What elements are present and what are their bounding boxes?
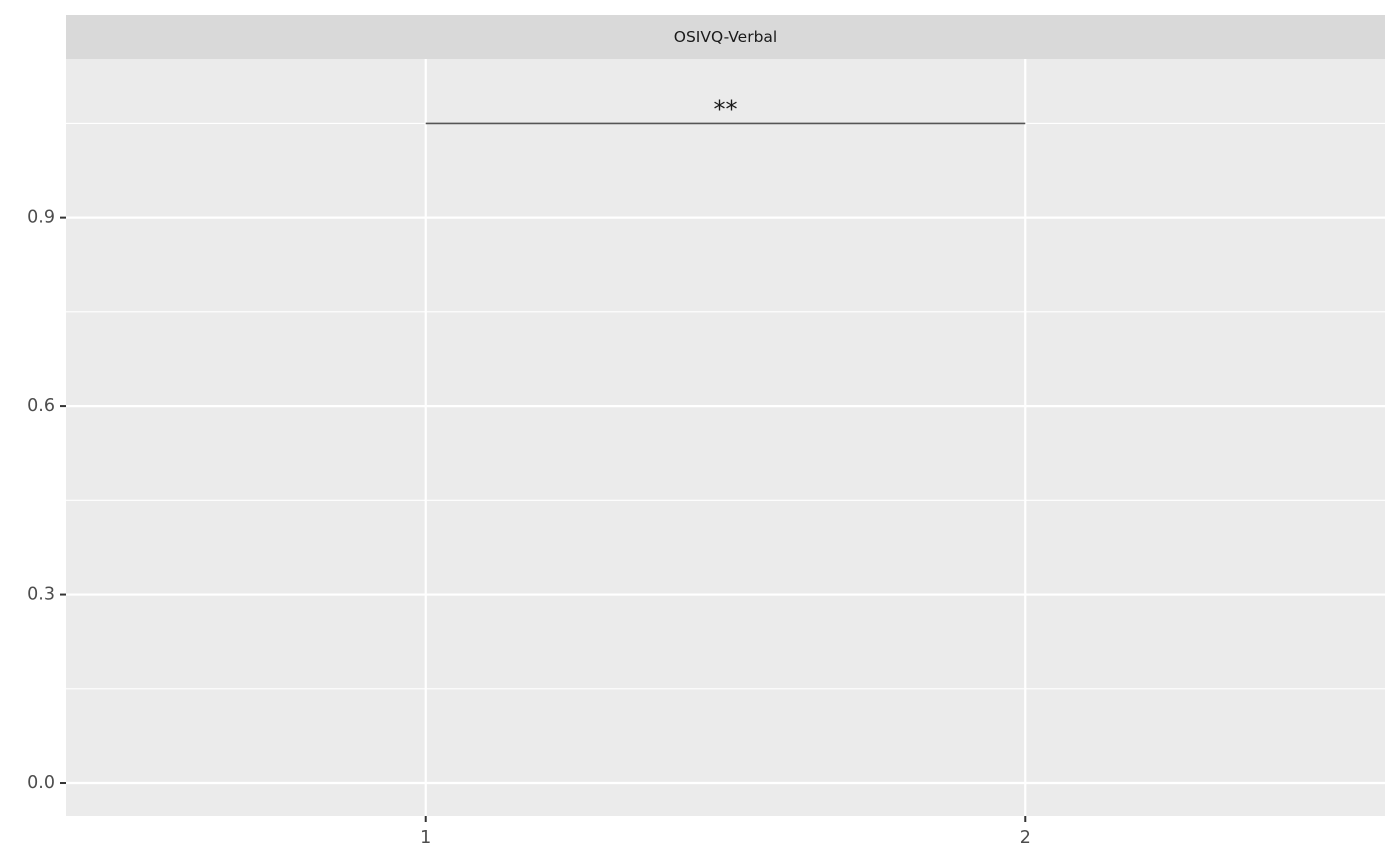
y-tick-label: 0.0 (27, 773, 55, 793)
facet-strip-label: OSIVQ-Verbal (674, 28, 777, 46)
x-tick-label: 1 (420, 828, 431, 848)
facet-strip: OSIVQ-Verbal (66, 15, 1385, 59)
y-tick-label: 0.6 (27, 396, 55, 416)
facet-strip-background (66, 15, 1385, 59)
significance-label: ** (714, 95, 738, 123)
y-tick-label: 0.9 (27, 208, 55, 228)
y-tick-label: 0.3 (27, 585, 55, 605)
plot-panel-background (66, 59, 1385, 816)
y-axis: 0.0 0.3 0.6 0.9 (27, 208, 66, 793)
major-gridlines (66, 59, 1385, 816)
x-tick-label: 2 (1020, 828, 1031, 848)
significance-bracket: ** (425, 95, 1026, 125)
